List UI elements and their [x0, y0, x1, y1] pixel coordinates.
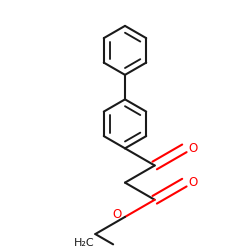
Text: H₂C: H₂C	[74, 238, 95, 248]
Text: O: O	[188, 142, 198, 155]
Text: O: O	[188, 176, 198, 189]
Text: O: O	[113, 208, 122, 221]
